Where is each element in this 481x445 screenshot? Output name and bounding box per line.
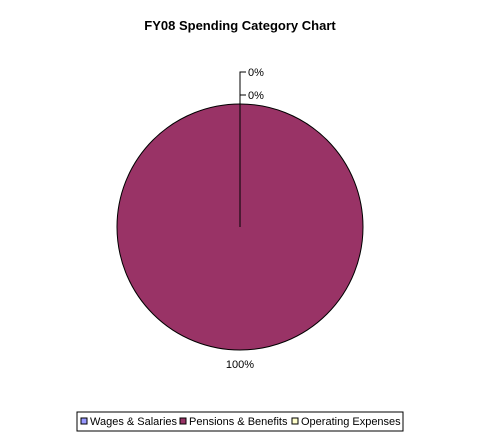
legend: Wages & Salaries Pensions & Benefits Opera…	[76, 411, 404, 432]
chart-title: FY08 Spending Category Chart	[144, 18, 336, 33]
slice-label-pensions-benefits: 100%	[226, 359, 254, 371]
legend-label-operating-expenses: Operating Expenses	[301, 416, 401, 428]
legend-label-pensions-benefits: Pensions & Benefits	[189, 416, 288, 428]
legend-label-wages-salaries: Wages & Salaries	[90, 416, 178, 428]
slice-label-wages-salaries: 0%	[248, 67, 264, 79]
pie-group	[116, 103, 364, 351]
leader-line-operating-expenses	[239, 94, 246, 104]
slice-labels: 0% 100% 0%	[226, 67, 264, 371]
legend-box	[76, 411, 404, 432]
legend-swatch-pensions-benefits	[179, 417, 187, 425]
legend-swatch-operating-expenses	[291, 417, 299, 425]
leader-line-wages-salaries	[239, 71, 246, 104]
slice-label-operating-expenses: 0%	[248, 90, 264, 102]
legend-swatch-wages-salaries	[80, 417, 88, 425]
